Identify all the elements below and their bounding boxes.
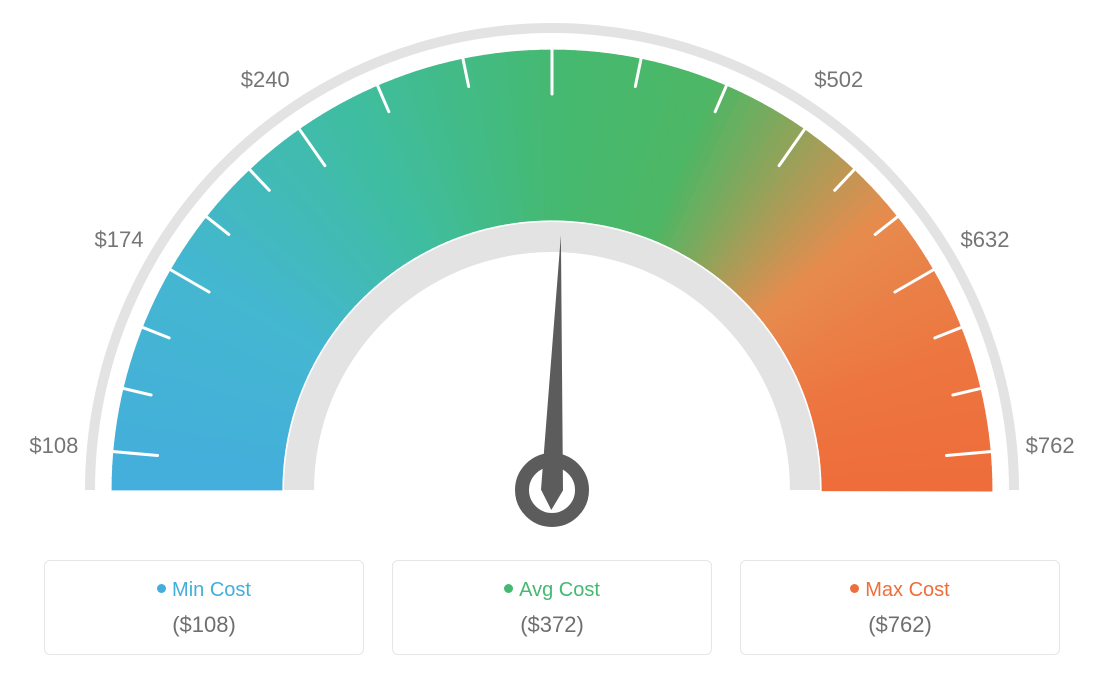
legend-dot-max xyxy=(850,584,859,593)
legend-row: Min Cost ($108) Avg Cost ($372) Max Cost… xyxy=(0,560,1104,679)
legend-dot-avg xyxy=(504,584,513,593)
legend-title-max: Max Cost xyxy=(865,579,949,601)
legend-dot-min xyxy=(157,584,166,593)
legend-value-min: ($108) xyxy=(55,612,353,638)
gauge-tick-label: $632 xyxy=(961,227,1010,253)
gauge-tick-label: $502 xyxy=(814,67,863,93)
legend-card-avg: Avg Cost ($372) xyxy=(392,560,712,655)
gauge-tick-label: $762 xyxy=(1026,433,1075,459)
legend-title-min: Min Cost xyxy=(172,579,251,601)
gauge-tick-label: $240 xyxy=(241,67,290,93)
gauge-tick-label: $108 xyxy=(29,433,78,459)
legend-card-min: Min Cost ($108) xyxy=(44,560,364,655)
legend-title-avg: Avg Cost xyxy=(519,579,600,601)
gauge-chart: $108 $174 $240 $372 $502 $632 $762 xyxy=(0,0,1104,560)
gauge-tick-label: $174 xyxy=(95,227,144,253)
legend-card-max: Max Cost ($762) xyxy=(740,560,1060,655)
legend-value-max: ($762) xyxy=(751,612,1049,638)
gauge-tick-label: $372 xyxy=(528,0,577,3)
legend-value-avg: ($372) xyxy=(403,612,701,638)
